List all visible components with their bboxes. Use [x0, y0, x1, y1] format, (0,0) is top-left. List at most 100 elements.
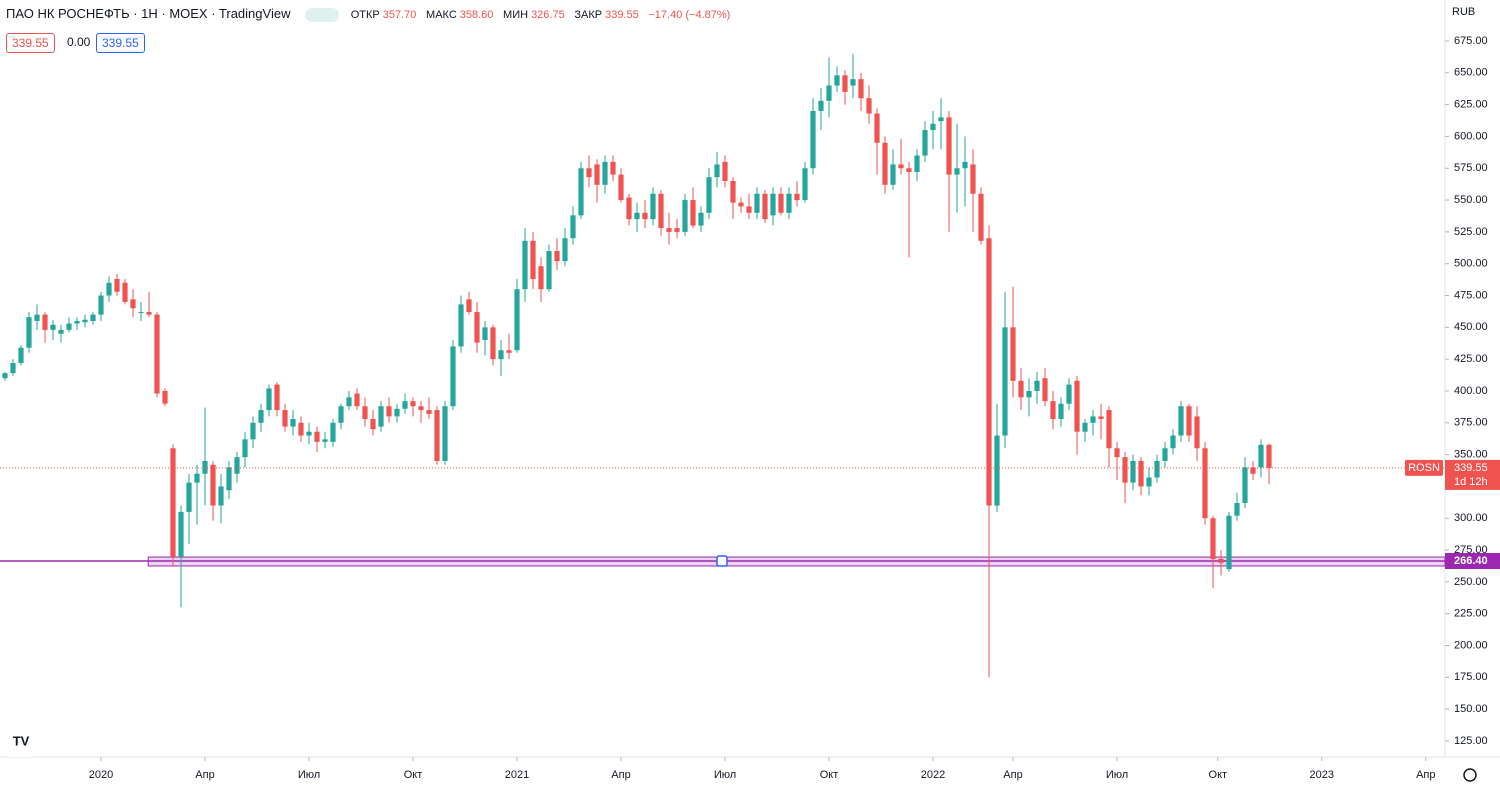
candle-body: [234, 457, 240, 474]
candle-body: [930, 123, 936, 131]
candle-body: [538, 266, 544, 290]
y-tick-label: 625.00: [1454, 99, 1488, 111]
candle-body: [1114, 448, 1120, 458]
candle-body: [106, 282, 112, 296]
x-tick-label: Окт: [1209, 769, 1228, 781]
candle-body: [682, 200, 688, 232]
candle-body: [1034, 380, 1040, 391]
y-tick-label: 650.00: [1454, 67, 1488, 79]
candle-body: [530, 240, 536, 279]
status-badge[interactable]: [305, 7, 340, 22]
candle-body: [418, 406, 424, 411]
header: ПАО НК РОСНЕФТЬ · 1Н · MOEX · TradingVie…: [6, 6, 733, 22]
symbol: ROSN: [1408, 462, 1440, 474]
candle-body: [490, 327, 496, 360]
candle-body: [458, 304, 464, 347]
y-tick-label: 475.00: [1454, 289, 1488, 301]
x-tick-label: Апр: [195, 769, 214, 781]
candle-body: [522, 240, 528, 290]
candle-body: [378, 406, 384, 427]
price-box[interactable]: 339.55: [96, 33, 145, 53]
x-tick-label: 2021: [505, 769, 529, 781]
candle-body: [602, 161, 608, 185]
candle-body: [674, 228, 680, 232]
logo-mark[interactable]: TV: [13, 733, 30, 748]
x-tick-label: Окт: [820, 769, 839, 781]
y-tick-label: 675.00: [1454, 35, 1488, 47]
plot: [0, 53, 1446, 678]
candle-body: [1082, 422, 1088, 432]
candle-body: [986, 238, 992, 506]
candle-body: [130, 299, 136, 309]
line-handle[interactable]: [716, 555, 728, 567]
candle-body: [1154, 460, 1160, 478]
high: 358.60: [459, 9, 494, 21]
candle-body: [1018, 380, 1024, 398]
y-tick-label: 125.00: [1454, 735, 1488, 747]
candle-body: [290, 418, 296, 427]
x-tick-label: Окт: [404, 769, 423, 781]
candle-body: [922, 130, 928, 156]
candle-body: [82, 319, 88, 323]
candle-body: [1186, 406, 1192, 436]
candle-body: [954, 168, 960, 175]
candle-body: [498, 350, 504, 360]
candle-body: [394, 408, 400, 417]
candle-body: [1210, 518, 1216, 559]
candle-body: [554, 250, 560, 262]
candle-body: [826, 85, 832, 101]
y-tick-label: 575.00: [1454, 162, 1488, 174]
candle-body: [474, 312, 480, 343]
hline-label: 266.40: [1454, 555, 1488, 567]
candle-body: [714, 164, 720, 178]
candle-body: [226, 467, 232, 491]
candle-body: [1170, 435, 1176, 449]
logo[interactable]: [6, 727, 36, 757]
candle-body: [322, 439, 328, 442]
candle-body: [906, 168, 912, 173]
open: 357.70: [382, 9, 417, 21]
y-tick-label: 525.00: [1454, 226, 1488, 238]
candle-body: [98, 295, 104, 315]
candle-body: [818, 100, 824, 111]
candle-body: [386, 406, 392, 417]
candle-body: [210, 464, 216, 506]
candle-body: [186, 482, 192, 512]
candle-body: [1002, 327, 1008, 436]
candle-body: [586, 168, 592, 178]
title: ПАО НК РОСНЕФТЬ · 1Н · MOEX · TradingVie…: [6, 6, 291, 21]
price-box[interactable]: 339.55: [6, 33, 55, 53]
candle-body: [354, 393, 360, 407]
candle-body: [762, 193, 768, 220]
candle-body: [146, 312, 152, 315]
candle-body: [546, 250, 552, 290]
candle-body: [898, 164, 904, 169]
candle-body: [1074, 380, 1080, 432]
x-tick-label: 2022: [921, 769, 945, 781]
candle-body: [1122, 457, 1128, 483]
candle-body: [218, 486, 224, 506]
low-label: МИН: [503, 9, 529, 21]
candle-body: [282, 410, 288, 427]
candle-body: [362, 406, 368, 419]
candle-body: [690, 200, 696, 226]
candle-body: [578, 168, 584, 216]
candle-body: [994, 435, 1000, 506]
candle-body: [1218, 558, 1224, 563]
candle-body: [58, 329, 64, 334]
candle-body: [178, 511, 184, 557]
candle-body: [850, 79, 856, 86]
price-tag: [1445, 459, 1500, 490]
y-tick-label: 375.00: [1454, 417, 1488, 429]
candle-body: [1146, 477, 1152, 487]
candle-body: [610, 161, 616, 175]
candle-body: [314, 431, 320, 442]
candle-body: [794, 193, 800, 201]
x-tick-label: Апр: [1003, 769, 1022, 781]
settings-icon[interactable]: [1463, 768, 1477, 782]
candle-body: [434, 410, 440, 461]
candle-body: [74, 320, 80, 324]
candle-body: [194, 473, 200, 483]
x-tick-label: Апр: [611, 769, 630, 781]
